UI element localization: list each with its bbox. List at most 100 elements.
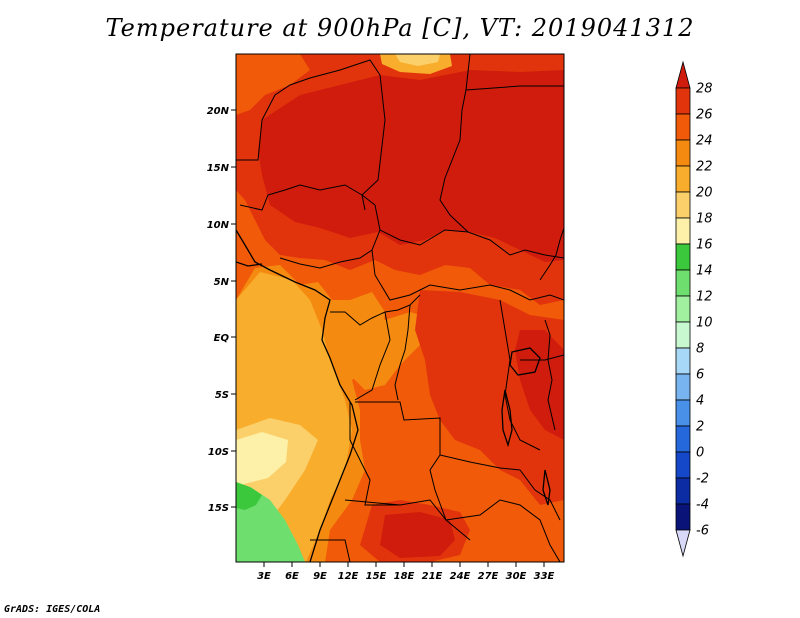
field-east-28 bbox=[515, 330, 564, 440]
border-line bbox=[394, 304, 411, 401]
colorbar-label: 24 bbox=[696, 134, 713, 149]
lake-tanganyika bbox=[501, 389, 513, 448]
lon-label: 24E bbox=[450, 571, 471, 582]
colorbar-swatch bbox=[675, 191, 691, 219]
colorbar-swatch bbox=[675, 451, 691, 479]
border-line bbox=[371, 249, 564, 301]
border-line bbox=[499, 299, 541, 451]
border-line bbox=[539, 227, 564, 281]
border-line bbox=[379, 229, 564, 259]
colorbar-swatch bbox=[675, 217, 691, 245]
border-line bbox=[544, 319, 556, 431]
colorbar-swatch bbox=[675, 321, 691, 349]
colorbar-swatch bbox=[675, 503, 691, 531]
colorbar-label: 20 bbox=[696, 186, 713, 201]
map-title: Temperature at 900hPa [C], VT: 201904131… bbox=[105, 14, 695, 42]
lon-label: 12E bbox=[338, 571, 359, 582]
lat-label: 15N bbox=[207, 163, 230, 174]
colorbar-swatch bbox=[675, 347, 691, 375]
colorbar-label: -6 bbox=[696, 524, 709, 539]
lon-label: 15E bbox=[366, 571, 387, 582]
map-frame bbox=[235, 53, 565, 563]
colorbar-label: 4 bbox=[696, 394, 704, 409]
border-line bbox=[349, 402, 400, 506]
field-west-24 bbox=[236, 54, 310, 115]
latitude-axis: 20N 15N 10N 5N EQ 5S 10S 15S bbox=[207, 106, 236, 514]
border-line bbox=[261, 59, 386, 211]
border-line bbox=[344, 499, 471, 541]
coastlines bbox=[236, 229, 551, 562]
border-line bbox=[429, 454, 447, 521]
colorbar-label: 14 bbox=[696, 264, 713, 279]
coastline-gulf bbox=[236, 261, 263, 267]
colorbar-swatch bbox=[675, 269, 691, 297]
border-line bbox=[499, 467, 561, 521]
lat-label: EQ bbox=[214, 333, 230, 344]
colorbar-swatch bbox=[675, 373, 691, 401]
lat-label: 5N bbox=[214, 277, 230, 288]
colorbar-label: 6 bbox=[696, 368, 704, 383]
colorbar-label: 10 bbox=[696, 316, 713, 331]
colorbar-label: 18 bbox=[696, 212, 713, 227]
lon-label: 18E bbox=[394, 571, 415, 582]
colorbar-swatch bbox=[675, 87, 691, 115]
colorbar-swatch bbox=[675, 477, 691, 505]
colorbar-swatch bbox=[675, 165, 691, 193]
lon-label: 3E bbox=[257, 571, 271, 582]
colorbar-swatch bbox=[675, 243, 691, 271]
colorbar-swatch bbox=[675, 399, 691, 427]
border-line bbox=[279, 194, 381, 269]
border-line bbox=[310, 539, 351, 562]
colorbar-label: 26 bbox=[696, 108, 713, 123]
lon-label: 6E bbox=[285, 571, 299, 582]
border-line bbox=[239, 184, 363, 211]
border-line bbox=[439, 54, 471, 233]
border-line bbox=[520, 354, 564, 361]
lat-label: 5S bbox=[215, 390, 229, 401]
colorbar-label: 22 bbox=[696, 160, 713, 175]
colorbar-bottom-arrow bbox=[675, 529, 691, 558]
temperature-field bbox=[236, 54, 564, 562]
lat-label: 10N bbox=[207, 220, 230, 231]
colorbar-label: 16 bbox=[696, 238, 713, 253]
colorbar-label: -2 bbox=[696, 472, 709, 487]
lat-label: 10S bbox=[208, 447, 229, 458]
country-borders bbox=[236, 54, 564, 562]
field-band-14 bbox=[236, 482, 262, 510]
colorbar-label: 8 bbox=[696, 342, 704, 357]
colorbar-label: 0 bbox=[696, 446, 704, 461]
colorbar-label: -4 bbox=[696, 498, 709, 513]
colorbar-swatch bbox=[675, 295, 691, 323]
lon-label: 21E bbox=[422, 571, 443, 582]
lon-label: 27E bbox=[478, 571, 499, 582]
field-north-28 bbox=[258, 70, 564, 262]
lon-label: 9E bbox=[313, 571, 327, 582]
border-line bbox=[355, 401, 501, 469]
colorbar-label: 28 bbox=[696, 82, 713, 97]
colorbar-swatch bbox=[675, 425, 691, 453]
border-line bbox=[236, 119, 263, 161]
lon-label: 33E bbox=[534, 571, 555, 582]
field-south-28 bbox=[380, 512, 455, 558]
lake-malawi bbox=[542, 469, 551, 506]
lake-victoria bbox=[509, 347, 541, 376]
colorbar-label: 2 bbox=[696, 420, 704, 435]
lat-label: 15S bbox=[208, 503, 229, 514]
border-line bbox=[445, 499, 561, 562]
colorbar-swatch bbox=[675, 113, 691, 141]
lat-label: 20N bbox=[207, 106, 230, 117]
footer-credit: GrADS: IGES/COLA bbox=[4, 604, 101, 615]
colorbar-top-arrow bbox=[675, 60, 691, 89]
longitude-axis: 3E 6E 9E 12E 15E 18E 21E 24E 27E 30E 33E bbox=[257, 562, 555, 582]
border-line bbox=[384, 294, 421, 313]
coastline-west-africa bbox=[236, 229, 359, 562]
field-north-18 bbox=[395, 54, 440, 66]
lon-label: 30E bbox=[506, 571, 527, 582]
colorbar-label: 12 bbox=[696, 290, 713, 305]
border-line bbox=[465, 85, 564, 91]
colorbar-swatch bbox=[675, 139, 691, 167]
field-central-22 bbox=[330, 310, 430, 390]
field-band-16 bbox=[236, 432, 288, 486]
